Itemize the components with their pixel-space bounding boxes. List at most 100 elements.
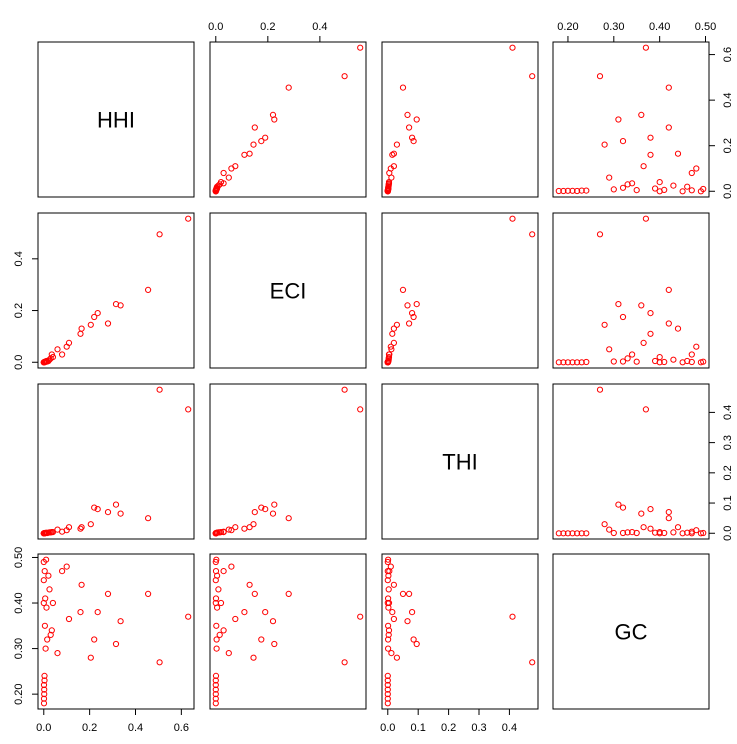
- data-point: [78, 325, 85, 332]
- data-point: [54, 526, 61, 533]
- panel-hhi-hhi: HHI: [37, 41, 195, 198]
- data-point: [285, 515, 292, 522]
- data-point: [77, 525, 84, 532]
- data-point: [509, 613, 516, 620]
- data-point: [228, 563, 235, 570]
- data-point: [642, 406, 650, 413]
- data-point: [679, 188, 686, 195]
- data-point: [41, 622, 49, 629]
- data-point: [619, 184, 627, 191]
- data-point: [647, 525, 654, 532]
- data-point: [41, 691, 48, 698]
- data-point: [262, 506, 269, 513]
- data-point: [404, 302, 411, 309]
- data-point: [251, 124, 258, 131]
- data-point: [390, 150, 397, 157]
- data-point: [390, 325, 397, 332]
- data-point: [615, 501, 622, 508]
- data-point: [40, 359, 47, 366]
- panel-eci-gc: [552, 212, 710, 369]
- data-point: [509, 44, 516, 51]
- data-point: [390, 581, 397, 588]
- tick-label: 0.4: [13, 251, 25, 266]
- data-point: [384, 695, 391, 702]
- data-point: [41, 677, 48, 684]
- data-point: [225, 174, 232, 181]
- data-point: [220, 568, 227, 575]
- data-point: [674, 325, 682, 332]
- data-point: [564, 187, 572, 194]
- tick-label: 0.30: [603, 21, 624, 33]
- data-point: [232, 524, 239, 531]
- data-point: [578, 187, 585, 194]
- data-point: [389, 151, 396, 158]
- data-point: [357, 44, 364, 51]
- data-point: [104, 320, 112, 327]
- panel-frame: [209, 383, 367, 540]
- data-point: [399, 84, 407, 91]
- data-point: [241, 609, 248, 616]
- data-point: [656, 188, 663, 195]
- panel-thi-gc: [552, 383, 710, 540]
- data-point: [212, 568, 220, 575]
- panel-frame: [552, 41, 710, 198]
- data-point: [213, 622, 220, 629]
- data-point: [212, 700, 219, 707]
- data-point: [213, 636, 220, 643]
- data-point: [251, 590, 258, 598]
- data-point: [216, 631, 223, 639]
- data-point: [688, 358, 695, 366]
- data-point: [406, 320, 413, 327]
- data-point: [117, 618, 124, 625]
- variable-label-eci: ECI: [270, 279, 307, 304]
- tick-label: 0.6: [174, 722, 189, 734]
- data-point: [406, 590, 413, 598]
- data-point: [112, 501, 120, 508]
- data-point: [41, 686, 48, 693]
- data-point: [384, 691, 391, 698]
- data-point: [385, 586, 392, 593]
- data-point: [596, 231, 604, 238]
- data-point: [212, 595, 220, 602]
- tick-label: 0.0: [208, 21, 223, 33]
- data-point: [215, 586, 222, 593]
- data-point: [285, 84, 292, 91]
- data-point: [688, 530, 695, 537]
- data-point: [262, 609, 269, 616]
- data-point: [665, 84, 672, 91]
- data-point: [674, 150, 682, 157]
- data-point: [560, 359, 567, 366]
- data-point: [40, 577, 47, 584]
- panel-frame: [381, 212, 539, 369]
- tick-label: 0.0: [36, 722, 51, 734]
- data-point: [574, 530, 581, 537]
- data-point: [91, 636, 98, 643]
- tick-label: 0.2: [441, 722, 456, 734]
- data-point: [569, 359, 576, 366]
- data-point: [656, 359, 663, 366]
- data-point: [619, 358, 627, 365]
- data-point: [638, 510, 645, 517]
- data-point: [104, 590, 112, 598]
- data-point: [529, 231, 536, 238]
- tick-label: 0.30: [13, 638, 25, 659]
- data-point: [271, 116, 278, 123]
- data-point: [341, 73, 348, 80]
- tick-label: 0.2: [722, 138, 734, 153]
- tick-label: 0.50: [13, 547, 25, 568]
- data-point: [43, 604, 50, 611]
- data-point: [569, 187, 576, 194]
- data-point: [406, 124, 413, 131]
- data-point: [212, 681, 219, 689]
- data-point: [225, 526, 232, 533]
- data-point: [156, 386, 163, 393]
- data-point: [212, 691, 219, 698]
- data-point: [404, 618, 411, 625]
- data-point: [117, 510, 124, 517]
- tick-label: 0.6: [722, 47, 734, 62]
- data-point: [104, 508, 112, 516]
- data-point: [232, 615, 239, 623]
- data-point: [250, 654, 257, 661]
- data-point: [384, 558, 391, 566]
